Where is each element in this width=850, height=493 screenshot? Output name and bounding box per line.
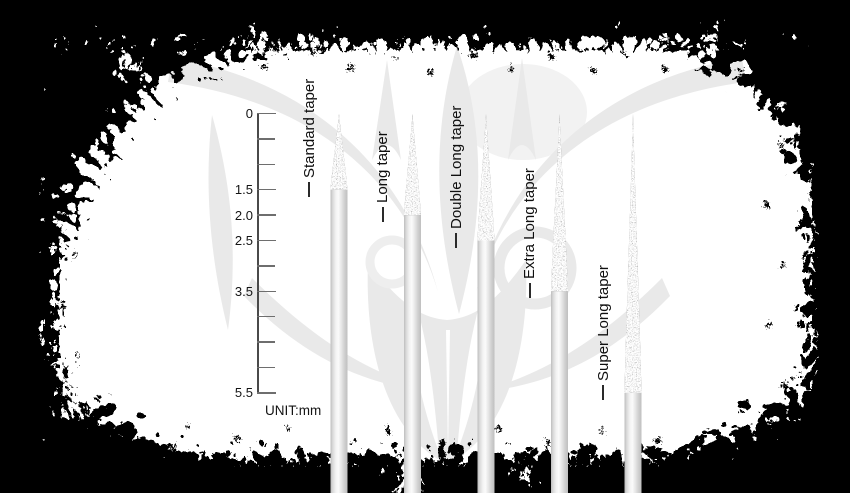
needle-label: Super Long taper: [594, 264, 612, 381]
taper-end-marker: [455, 232, 457, 248]
ruler-tick-label: 2.0: [234, 207, 253, 223]
ruler-axis: [257, 113, 259, 394]
needle-label: Standard taper: [300, 78, 318, 178]
ruler-tick: [257, 341, 275, 343]
ruler-tick: [257, 392, 276, 394]
needle-label: Extra Long taper: [521, 168, 538, 280]
ruler-tick-label: 2.5: [234, 233, 253, 248]
taper-end-marker: [602, 384, 604, 400]
needle-taper: [477, 114, 495, 241]
ruler-tick-label: 5.5: [234, 385, 253, 401]
ruler-tick: [257, 188, 276, 191]
ruler-tick-label: 1.5: [234, 182, 253, 198]
needle-shaft: [404, 214, 421, 493]
ruler-tick-label: 0: [245, 106, 253, 121]
ruler-tick: [257, 366, 275, 369]
taper-end-marker: [308, 181, 310, 197]
ruler-tick: [257, 214, 276, 216]
ruler-unit-label: UNIT:mm: [265, 403, 322, 418]
ruler-tick: [257, 112, 276, 115]
needle-taper: [551, 114, 568, 292]
ruler-tick: [257, 163, 275, 166]
ruler-tick: [257, 290, 276, 293]
taper-end-marker: [381, 207, 384, 223]
needle-shaft: [624, 392, 642, 493]
ruler-tick: [257, 315, 275, 318]
needle-taper: [404, 114, 421, 216]
ruler-tick: [257, 138, 275, 140]
needle-shaft: [330, 189, 348, 493]
needle-label: Long taper: [374, 131, 391, 204]
needle-shaft: [551, 290, 568, 493]
taper-end-marker: [528, 283, 531, 299]
needle-shaft: [477, 240, 495, 493]
needle-taper: [624, 114, 642, 393]
ruler-tick-label: 3.5: [234, 283, 253, 299]
needle-label: Double Long taper: [447, 105, 465, 229]
ruler-tick: [257, 239, 276, 242]
ruler-tick: [257, 265, 275, 267]
needle-taper: [330, 114, 348, 190]
